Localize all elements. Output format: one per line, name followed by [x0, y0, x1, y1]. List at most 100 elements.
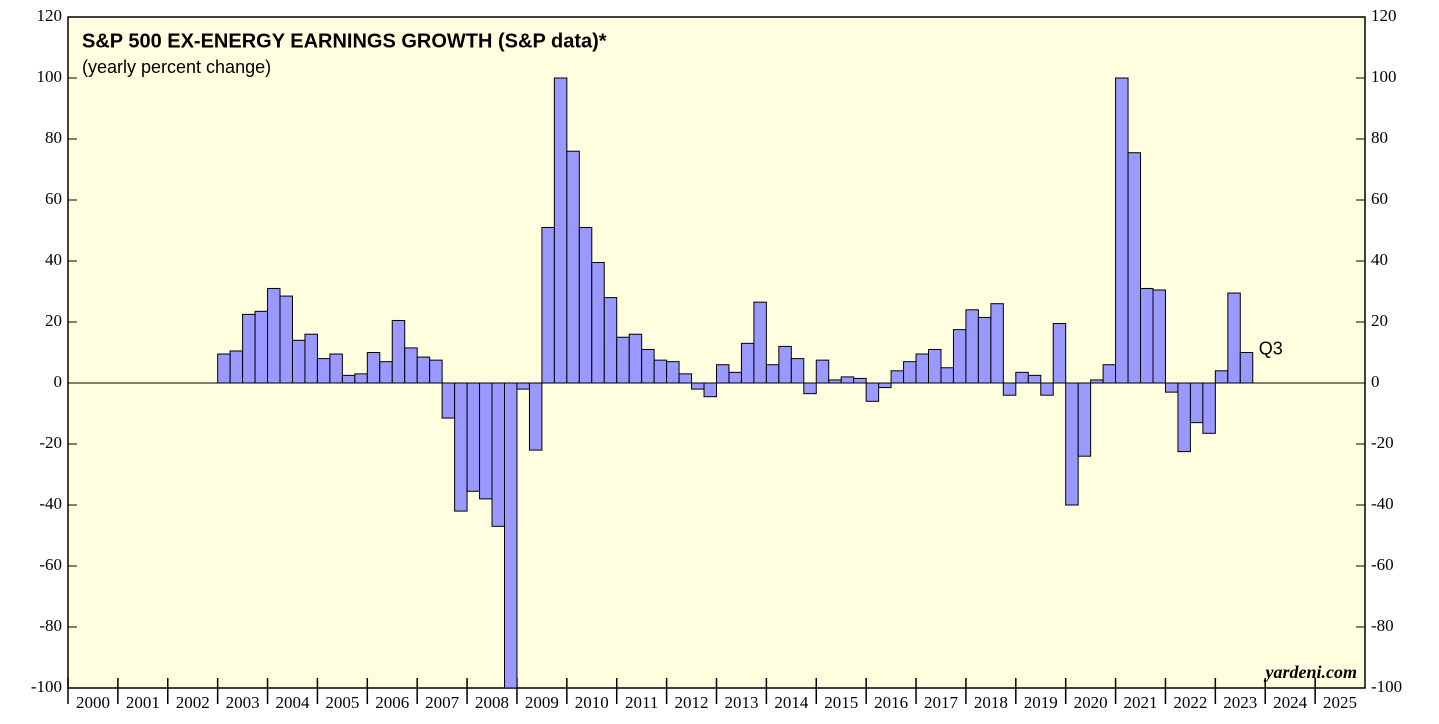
bar [366, 352, 381, 384]
bar [454, 382, 468, 512]
bar [429, 359, 443, 384]
y2-tick-label: 20 [1371, 311, 1388, 330]
bar [1077, 382, 1092, 457]
bar [254, 310, 269, 384]
bar [404, 347, 418, 384]
bar [491, 382, 505, 527]
bar [1090, 379, 1104, 384]
x-tick-label: 2024 [1273, 693, 1308, 712]
bar [740, 342, 755, 384]
y2-tick-label: 120 [1371, 6, 1397, 25]
bar [1102, 364, 1117, 384]
bar [1152, 289, 1166, 384]
bar [1164, 382, 1179, 393]
bar [840, 376, 855, 384]
x-tick-label: 2025 [1323, 693, 1357, 712]
bar [1227, 292, 1241, 384]
bar [391, 319, 406, 384]
bar [790, 358, 805, 384]
bar [242, 313, 256, 384]
x-tick-label: 2010 [575, 693, 609, 712]
bar [915, 353, 930, 384]
bar [566, 150, 580, 384]
x-tick-label: 2012 [675, 693, 709, 712]
bar [678, 373, 693, 384]
bar [666, 361, 680, 384]
y2-tick-label: 0 [1371, 372, 1380, 391]
bar [628, 333, 643, 384]
bar [217, 353, 231, 384]
bar [1127, 152, 1142, 384]
bar [952, 329, 967, 384]
chart-subtitle: (yearly percent change) [82, 57, 271, 77]
y2-tick-label: -100 [1371, 677, 1402, 696]
y-tick-label: -20 [39, 433, 62, 452]
bar [267, 287, 281, 384]
x-tick-label: 2018 [974, 693, 1008, 712]
bar [553, 77, 568, 384]
bar [503, 382, 518, 689]
x-tick-label: 2011 [625, 693, 658, 712]
bar [1015, 371, 1029, 384]
bar [1214, 370, 1229, 384]
chart-title: S&P 500 EX-ENERGY EARNINGS GROWTH (S&P d… [82, 30, 607, 52]
bar [965, 309, 979, 384]
bar [691, 382, 705, 390]
bar [441, 382, 456, 419]
bar [778, 345, 792, 384]
bar [653, 359, 668, 384]
bar [304, 333, 318, 384]
y-tick-label: 40 [45, 250, 62, 269]
y-tick-label: 20 [45, 311, 62, 330]
x-tick-label: 2016 [874, 693, 908, 712]
bar [890, 370, 905, 384]
y2-tick-label: -60 [1371, 555, 1394, 574]
y-tick-label: 120 [37, 6, 63, 25]
x-tick-label: 2008 [475, 693, 509, 712]
bar [578, 226, 593, 384]
y-tick-label: -100 [31, 677, 62, 696]
bar [753, 301, 767, 384]
bar [1177, 382, 1191, 453]
x-tick-label: 2017 [924, 693, 959, 712]
x-tick-label: 2002 [176, 693, 210, 712]
bar [341, 374, 356, 384]
y2-tick-label: -80 [1371, 616, 1394, 635]
bar [466, 382, 481, 492]
bar [703, 382, 718, 398]
bar [479, 382, 493, 500]
x-tick-label: 2015 [824, 693, 858, 712]
bar [541, 226, 555, 384]
bar [865, 382, 880, 402]
bar [803, 382, 817, 395]
y2-tick-label: -40 [1371, 494, 1394, 513]
bar [1040, 382, 1054, 396]
bar [903, 361, 917, 384]
bar [528, 382, 543, 451]
bar [977, 316, 992, 384]
bar [853, 377, 867, 384]
bar [878, 382, 892, 389]
y2-tick-label: -20 [1371, 433, 1394, 452]
bar [716, 364, 730, 384]
x-tick-label: 2021 [1124, 693, 1158, 712]
x-tick-label: 2003 [226, 693, 260, 712]
x-tick-label: 2020 [1074, 693, 1108, 712]
bar [1140, 287, 1154, 384]
bar [765, 364, 780, 384]
bar [728, 371, 742, 384]
bar [279, 295, 293, 384]
x-tick-label: 2009 [525, 693, 559, 712]
x-tick-label: 2001 [126, 693, 160, 712]
bar [1065, 382, 1079, 506]
bar [316, 358, 331, 384]
bar [379, 361, 393, 384]
y-tick-label: -60 [39, 555, 62, 574]
bar [815, 359, 830, 384]
y-tick-label: 100 [37, 67, 63, 86]
bar [940, 367, 954, 384]
x-tick-label: 2006 [375, 693, 409, 712]
y-tick-label: 60 [45, 189, 62, 208]
bar [291, 339, 306, 384]
